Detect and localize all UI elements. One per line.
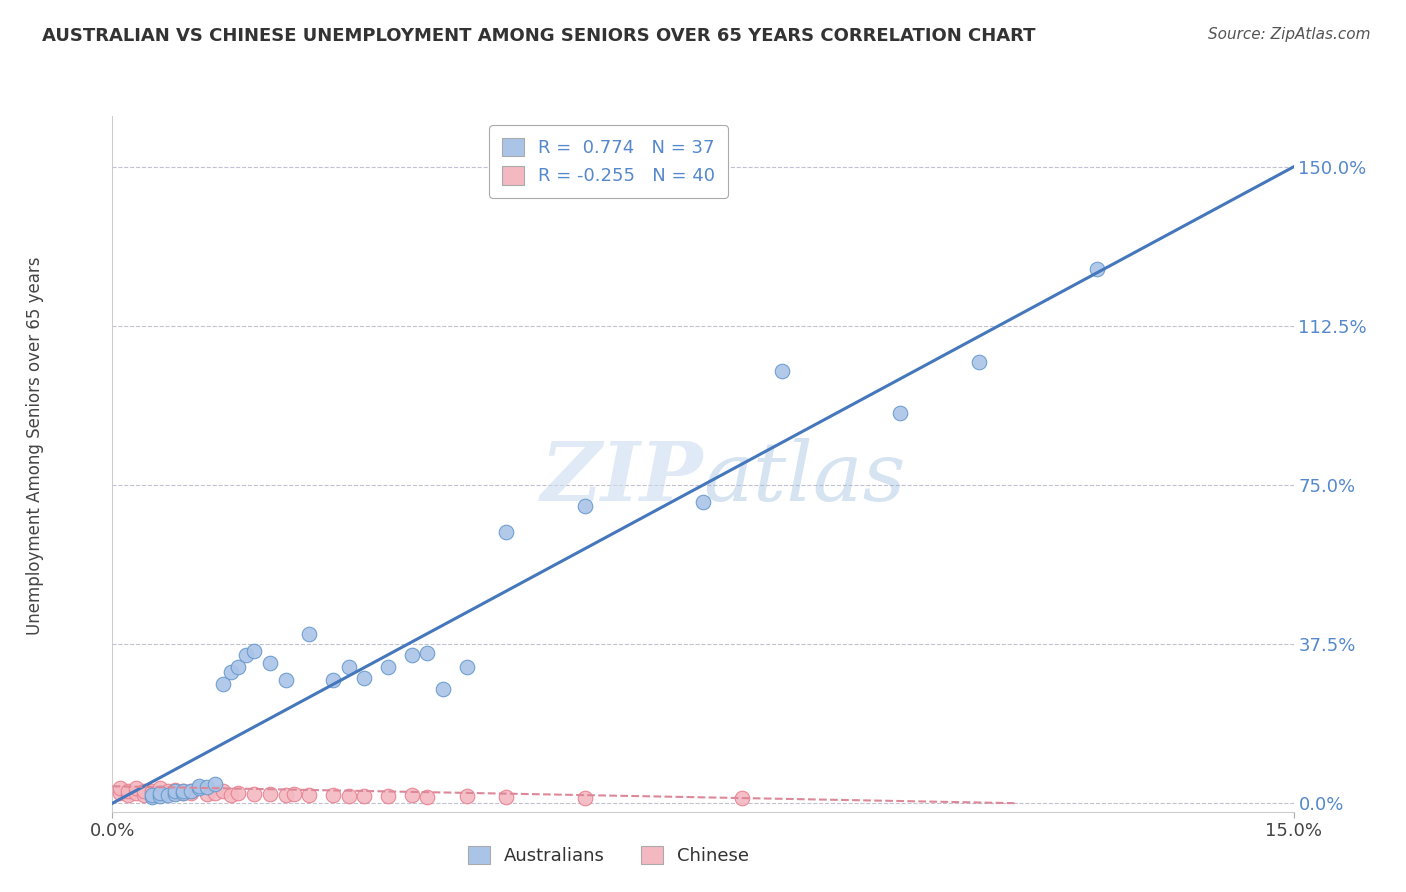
Point <box>125 786 148 800</box>
Point <box>156 783 179 797</box>
Text: atlas: atlas <box>703 438 905 517</box>
Point <box>574 791 596 805</box>
Point <box>149 781 172 796</box>
Point <box>401 648 423 662</box>
Point <box>125 781 148 796</box>
Point <box>416 646 439 660</box>
Point <box>149 786 172 800</box>
Point <box>574 500 596 514</box>
Point <box>495 789 517 804</box>
Point <box>235 648 257 662</box>
Point <box>156 788 179 802</box>
Point <box>117 788 139 802</box>
Point <box>180 784 202 798</box>
Point <box>165 784 187 798</box>
Point <box>337 789 360 803</box>
Text: Unemployment Among Seniors over 65 years: Unemployment Among Seniors over 65 years <box>27 257 44 635</box>
Point <box>204 786 226 800</box>
Text: ZIP: ZIP <box>540 438 703 517</box>
Point <box>141 789 163 804</box>
Point <box>274 788 297 802</box>
Point <box>298 788 321 802</box>
Point <box>337 660 360 674</box>
Point <box>165 786 187 800</box>
Point <box>156 786 179 800</box>
Point <box>432 681 454 696</box>
Point <box>149 786 172 800</box>
Point <box>204 777 226 791</box>
Text: Source: ZipAtlas.com: Source: ZipAtlas.com <box>1208 27 1371 42</box>
Point <box>322 788 344 802</box>
Point <box>110 786 132 800</box>
Point <box>188 781 211 796</box>
Point <box>243 787 266 801</box>
Point <box>967 355 990 369</box>
Point <box>188 779 211 793</box>
Point <box>180 786 202 800</box>
Point <box>456 660 478 674</box>
Point <box>132 783 155 797</box>
Point <box>353 671 375 685</box>
Point <box>495 524 517 539</box>
Point <box>149 789 172 803</box>
Point <box>243 643 266 657</box>
Point <box>1085 261 1108 276</box>
Point <box>172 783 194 797</box>
Point <box>228 660 250 674</box>
Point <box>401 788 423 802</box>
Point <box>889 406 911 420</box>
Point <box>731 791 754 805</box>
Point <box>141 783 163 797</box>
Point <box>416 789 439 804</box>
Point <box>165 782 187 797</box>
Point <box>322 673 344 688</box>
Point <box>259 787 281 801</box>
Point <box>456 789 478 803</box>
Point <box>132 788 155 802</box>
Point <box>180 784 202 798</box>
Point <box>211 677 233 691</box>
Point <box>211 784 233 798</box>
Legend: Australians, Chinese: Australians, Chinese <box>461 838 756 872</box>
Point <box>274 673 297 688</box>
Point <box>117 783 139 797</box>
Point <box>195 787 218 801</box>
Point <box>165 787 187 801</box>
Point <box>283 787 305 801</box>
Point <box>172 786 194 800</box>
Point <box>692 495 714 509</box>
Point <box>172 786 194 800</box>
Text: AUSTRALIAN VS CHINESE UNEMPLOYMENT AMONG SENIORS OVER 65 YEARS CORRELATION CHART: AUSTRALIAN VS CHINESE UNEMPLOYMENT AMONG… <box>42 27 1036 45</box>
Point <box>228 786 250 800</box>
Point <box>219 788 242 802</box>
Point <box>219 665 242 679</box>
Point <box>770 363 793 377</box>
Point <box>195 780 218 794</box>
Point <box>141 786 163 800</box>
Point <box>141 788 163 802</box>
Point <box>298 626 321 640</box>
Point <box>377 660 399 674</box>
Point <box>172 783 194 797</box>
Point <box>110 781 132 796</box>
Point <box>377 789 399 803</box>
Point <box>353 789 375 803</box>
Point <box>259 657 281 671</box>
